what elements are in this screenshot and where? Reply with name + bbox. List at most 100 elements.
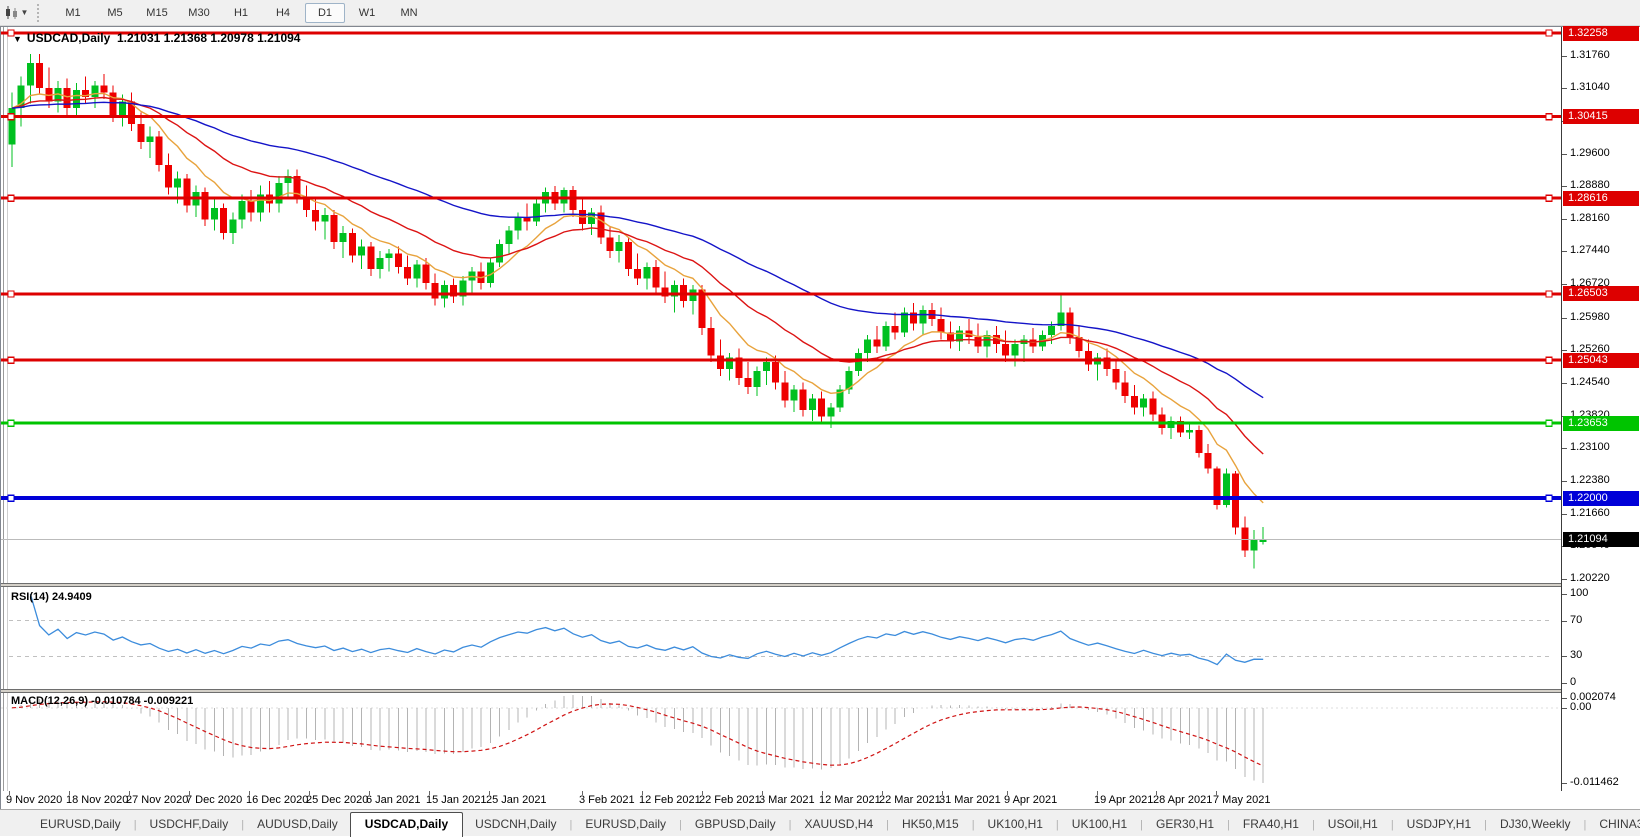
tab-separator: | — [1311, 819, 1315, 831]
price-tick-label: 1.23100 — [1562, 441, 1640, 453]
timeframe-button-m5[interactable]: M5 — [107, 6, 123, 19]
date-label: 27 Nov 2020 — [126, 794, 189, 806]
symbol-tab-usdcnh-daily[interactable]: USDCNH,Daily — [475, 817, 557, 831]
toolbar-grip[interactable] — [37, 3, 46, 22]
price-tick-label: 1.26720 — [1562, 277, 1640, 289]
macd-tick-label: -0.011462 — [1562, 776, 1640, 788]
timeframe-button-m15[interactable]: M15 — [146, 6, 168, 19]
date-tick — [582, 791, 583, 795]
symbol-tab-eurusd-daily[interactable]: EURUSD,Daily — [585, 817, 667, 831]
symbol-tab-hk50-m15[interactable]: HK50,M15 — [901, 817, 959, 831]
date-tick — [429, 791, 430, 795]
chart-context-arrow-icon[interactable]: ▼ — [13, 34, 22, 44]
timeframe-button-w1[interactable]: W1 — [358, 6, 376, 19]
date-tick — [1007, 791, 1008, 795]
date-label: 25 Dec 2020 — [306, 794, 369, 806]
date-tick — [249, 791, 250, 795]
date-tick — [642, 791, 643, 795]
price-axis[interactable]: 1.317601.310401.303201.296001.288801.281… — [1562, 25, 1640, 791]
chart-window[interactable]: ▼ USDCAD,Daily 1.21031 1.21368 1.20978 1.… — [0, 25, 1640, 810]
symbol-tab-usdchf-daily[interactable]: USDCHF,Daily — [149, 817, 229, 831]
tab-separator: | — [1583, 819, 1587, 831]
macd-panel-plot[interactable] — [1, 693, 1562, 791]
timeframe-button-h1[interactable]: H1 — [233, 6, 249, 19]
date-tick — [9, 791, 10, 795]
date-label: 3 Feb 2021 — [579, 794, 635, 806]
date-tick — [1156, 791, 1157, 795]
macd-indicator-label: MACD(12,26,9) -0.010784 -0.009221 — [11, 695, 194, 707]
date-label: 25 Jan 2021 — [486, 794, 547, 806]
symbol-tab-usdcad-daily[interactable]: USDCAD,Daily — [349, 812, 464, 837]
symbol-tab-usoil-h1[interactable]: USOil,H1 — [1327, 817, 1378, 831]
timeframe-button-mn[interactable]: MN — [400, 6, 418, 19]
panel-splitter[interactable] — [1, 583, 1640, 587]
symbol-tab-xauusd-h4[interactable]: XAUUSD,H4 — [804, 817, 874, 831]
tab-separator: | — [1390, 819, 1394, 831]
main-chart-plot[interactable] — [1, 27, 1562, 583]
chevron-down-icon: ▼ — [20, 8, 29, 17]
timeframe-button-d1[interactable]: D1 — [305, 2, 345, 23]
date-tick — [69, 791, 70, 795]
date-label: 12 Feb 2021 — [639, 794, 701, 806]
symbol-tab-fra40-h1[interactable]: FRA40,H1 — [1242, 817, 1299, 831]
timeframe-button-m30[interactable]: M30 — [188, 6, 210, 19]
symbol-tabs: EURUSD,Daily | USDCHF,Daily | AUDUSD,Daily US… — [28, 811, 1640, 837]
symbol-tab-uk100-h1[interactable]: UK100,H1 — [1071, 817, 1128, 831]
price-level-badge: 1.26503 — [1563, 286, 1639, 302]
symbol-tab-china300-h1[interactable]: CHINA300,H1 — [1599, 817, 1640, 831]
price-level-badge: 1.25043 — [1563, 352, 1639, 368]
price-level-badge: 1.30415 — [1563, 109, 1639, 125]
candlestick-chart-icon — [5, 5, 17, 19]
date-tick — [189, 791, 190, 795]
symbol-tab-gbpusd-daily[interactable]: GBPUSD,Daily — [694, 817, 776, 831]
chart-tools-icon[interactable]: ▼ — [3, 3, 29, 23]
chart-symbol-label: USDCAD,Daily — [26, 31, 111, 45]
symbol-tab-audusd-daily[interactable]: AUDUSD,Daily — [257, 817, 338, 831]
symbol-tab-dj30-weekly[interactable]: DJ30,Weekly — [1500, 817, 1571, 831]
timeframe-buttons: M1 M5 M15 M30 H1 H4 D1 W1 MN — [52, 2, 430, 23]
date-tick — [309, 791, 310, 795]
date-label: 6 Jan 2021 — [366, 794, 421, 806]
rsi-panel-plot[interactable] — [1, 587, 1562, 689]
price-tick-label: 1.31760 — [1562, 49, 1640, 61]
date-label: 7 May 2021 — [1213, 794, 1271, 806]
tab-separator: | — [679, 819, 682, 831]
tab-separator: | — [1227, 819, 1230, 831]
price-level-badge: 1.22000 — [1563, 490, 1639, 506]
price-tick-label: 1.20220 — [1562, 572, 1640, 584]
date-label: 3 Mar 2021 — [759, 794, 815, 806]
timeframe-button-h4[interactable]: H4 — [275, 6, 291, 19]
price-axis-separator — [1561, 27, 1562, 791]
price-tick-label: 1.22380 — [1562, 474, 1640, 486]
price-tick-label: 1.28160 — [1562, 212, 1640, 224]
panel-splitter[interactable] — [1, 689, 1640, 693]
date-axis[interactable]: 9 Nov 2020 18 Nov 2020 27 Nov 2020 7 Dec 20… — [1, 791, 1640, 810]
price-tick-label: 1.28880 — [1562, 179, 1640, 191]
price-tick-label: 1.24540 — [1562, 376, 1640, 388]
tab-separator: | — [788, 819, 792, 831]
symbol-tab-bar: EURUSD,Daily | USDCHF,Daily | AUDUSD,Daily US… — [0, 809, 1640, 837]
date-label: 15 Jan 2021 — [426, 794, 487, 806]
symbol-tab-uk100-h1[interactable]: UK100,H1 — [987, 817, 1043, 831]
price-tick-label: 1.21660 — [1562, 507, 1640, 519]
timeframe-toolbar: ▼ M1 M5 M15 M30 H1 H4 D1 W1 MN — [0, 0, 1640, 26]
tab-separator: | — [971, 819, 975, 831]
price-level-badge: 1.32258 — [1563, 25, 1639, 41]
rsi-tick-label: 30 — [1562, 649, 1640, 661]
macd-tick-label: 0.00 — [1562, 701, 1640, 713]
rsi-tick-label: 100 — [1562, 587, 1640, 599]
date-label: 16 Dec 2020 — [246, 794, 309, 806]
date-tick — [702, 791, 703, 795]
date-tick — [822, 791, 823, 795]
tab-separator: | — [1140, 819, 1144, 831]
date-tick — [1216, 791, 1217, 795]
price-level-badge: 1.28616 — [1563, 190, 1639, 206]
symbol-tab-usdjpy-h1[interactable]: USDJPY,H1 — [1406, 817, 1472, 831]
rsi-indicator-label: RSI(14) 24.9409 — [11, 591, 92, 603]
symbol-tab-eurusd-daily[interactable]: EURUSD,Daily — [40, 817, 121, 831]
symbol-tab-ger30-h1[interactable]: GER30,H1 — [1156, 817, 1215, 831]
timeframe-button-m1[interactable]: M1 — [65, 6, 81, 19]
tab-separator: | — [241, 819, 245, 831]
tab-separator: | — [133, 819, 137, 831]
